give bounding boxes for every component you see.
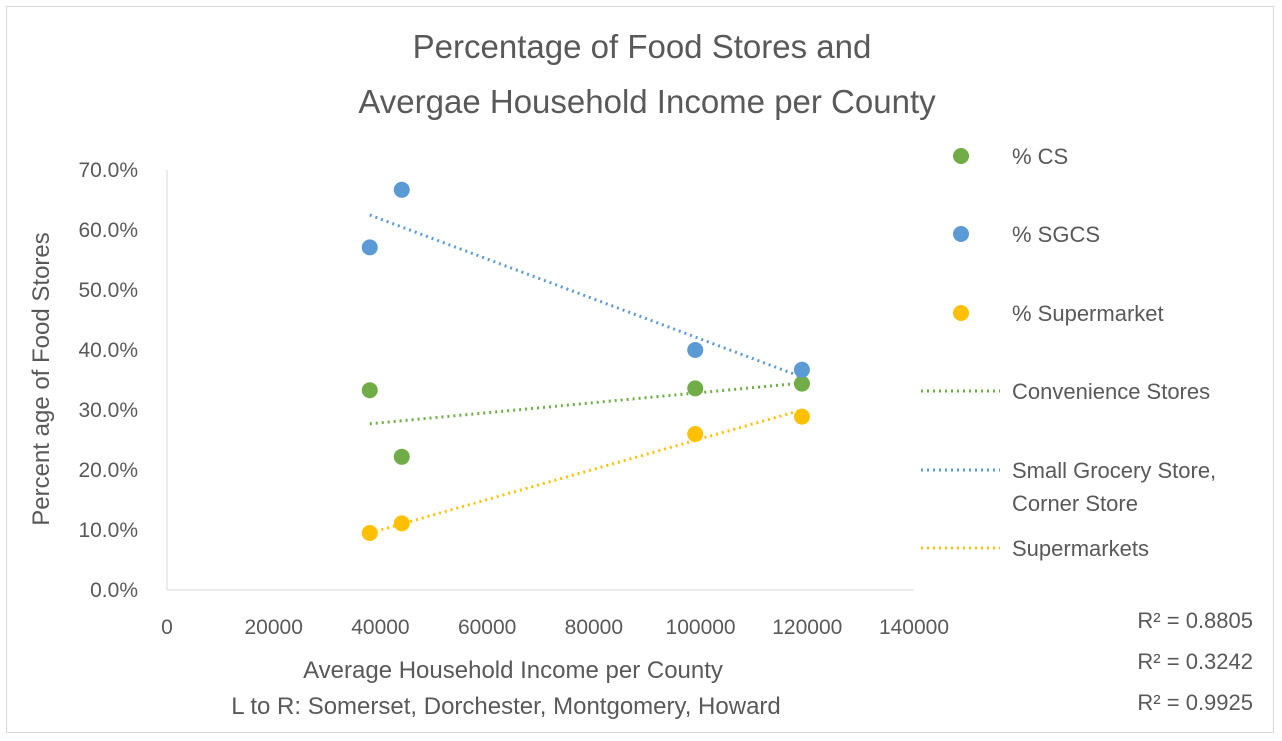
chart-frame: Percentage of Food Stores and Avergae Ho… [6,6,1274,733]
legend-label-small-grocery-line-1: Small Grocery Store, [1012,458,1216,483]
legend-item-convenience-stores: Convenience Stores [921,379,1210,404]
y-tick-label: 60.0% [78,219,138,242]
data-point-series-0-2 [687,380,704,397]
trendline-1 [369,213,803,379]
legend-label-sgcs: % SGCS [1012,222,1100,247]
legend-marker-cs [953,148,969,164]
legend-item-supermarkets: Supermarkets [921,536,1149,561]
x-tick-label: 100000 [666,616,736,639]
r-squared-labels: R² = 0.8805 R² = 0.3242 R² = 0.9925 [1137,608,1253,715]
plot-area [166,170,914,591]
data-point-series-0-0 [361,382,378,399]
r-squared-3: R² = 0.9925 [1137,690,1253,715]
y-axis-tick-labels: 0.0% 10.0% 20.0% 30.0% 40.0% 50.0% 60.0% 70.0% [78,159,138,602]
y-tick-label: 20.0% [78,459,138,482]
legend-label-convenience-stores: Convenience Stores [1012,379,1210,404]
data-point-series-0-1 [393,448,410,465]
legend-item-supermarket: % Supermarket [953,301,1164,326]
x-tick-label: 20000 [245,616,303,639]
data-point-series-2-3 [793,408,810,425]
trendline-2 [369,408,803,535]
y-tick-label: 30.0% [78,399,138,422]
chart-title-line-2: Avergae Household Income per County [358,83,936,120]
y-tick-label: 40.0% [78,339,138,362]
legend-item-small-grocery: Small Grocery Store, Corner Store [921,458,1216,516]
chart-svg: Percentage of Food Stores and Avergae Ho… [28,28,1253,720]
data-point-series-1-2 [687,342,704,358]
data-point-series-1-3 [793,361,810,378]
data-point-series-1-1 [393,181,410,198]
chart-title: Percentage of Food Stores and Avergae Ho… [358,28,936,120]
data-point-series-2-1 [393,515,410,532]
x-axis-subtitle: L to R: Somerset, Dorchester, Montgomery… [231,693,781,720]
legend-marker-sgcs [953,226,969,242]
x-tick-label: 40000 [351,616,409,639]
legend-label-small-grocery-line-2: Corner Store [1012,491,1138,516]
r-squared-1: R² = 0.8805 [1137,608,1253,633]
x-axis-tick-labels: 0 20000 40000 60000 80000 100000 120000 140000 [161,616,949,639]
y-axis-title: Percent age of Food Stores [28,232,55,526]
y-tick-label: 10.0% [78,519,138,542]
r-squared-2: R² = 0.3242 [1137,649,1253,674]
legend-label-cs: % CS [1012,144,1068,169]
x-tick-label: 120000 [772,616,842,639]
legend-label-supermarkets: Supermarkets [1012,536,1149,561]
data-point-series-0-3 [793,375,810,392]
trendline-0 [369,381,803,426]
legend-item-sgcs: % SGCS [953,222,1100,247]
chart-title-line-1: Percentage of Food Stores and [413,28,872,65]
y-tick-label: 0.0% [90,579,138,602]
y-tick-label: 50.0% [78,279,138,302]
x-tick-label: 140000 [879,616,949,639]
legend-marker-supermarket [953,305,969,321]
x-tick-label: 0 [161,616,173,639]
legend-item-cs: % CS [953,144,1068,169]
x-axis-title: Average Household Income per County [303,657,723,684]
data-point-series-1-0 [361,239,378,256]
y-tick-label: 70.0% [78,159,138,182]
x-tick-label: 80000 [565,616,623,639]
x-tick-label: 60000 [458,616,516,639]
data-point-series-2-2 [687,426,704,442]
data-point-series-2-0 [361,525,378,541]
legend-label-supermarket: % Supermarket [1012,301,1164,326]
legend: % CS % SGCS % Supermarket Convenience St… [921,144,1216,561]
